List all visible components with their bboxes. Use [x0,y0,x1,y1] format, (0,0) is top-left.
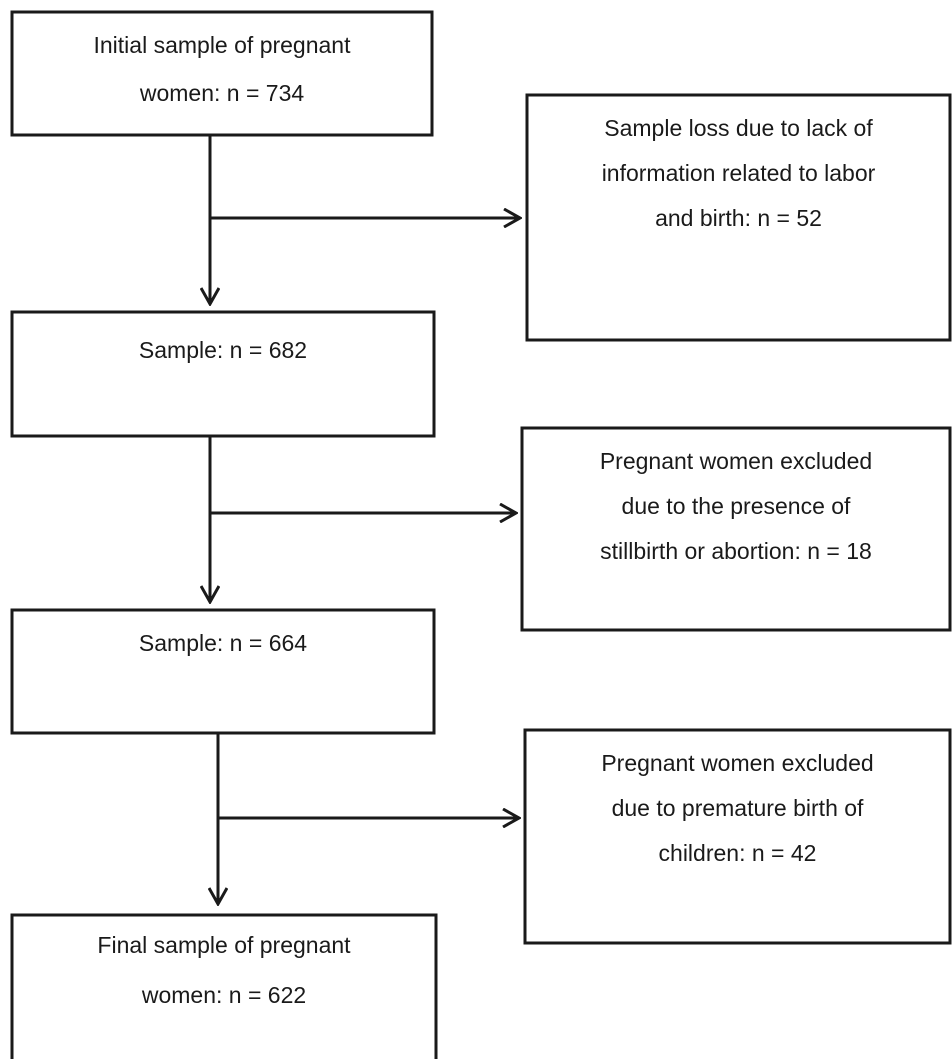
node-label: Pregnant women excluded [600,448,872,474]
node-box [10,608,436,735]
node-label: Final sample of pregnant [97,932,351,958]
node-label: and birth: n = 52 [655,205,822,231]
node-label: Initial sample of pregnant [94,32,352,58]
node-label: women: n = 622 [141,982,306,1008]
node-box [525,93,952,342]
node-label: Pregnant women excluded [601,750,873,776]
arrows [210,135,520,904]
node-label: information related to labor [602,160,876,186]
node-label: Sample loss due to lack of [604,115,873,141]
node-label: women: n = 734 [139,80,305,106]
node-label: due to premature birth of [612,795,864,821]
node-label: stillbirth or abortion: n = 18 [600,538,872,564]
node-label: children: n = 42 [659,840,817,866]
node-box [523,728,952,945]
node-box [10,10,434,137]
node-label: Sample: n = 682 [139,337,307,363]
node-label: due to the presence of [622,493,851,519]
node-box [10,310,436,438]
node-box [10,913,438,1059]
node-box [520,426,952,632]
node-label: Sample: n = 664 [139,630,307,656]
